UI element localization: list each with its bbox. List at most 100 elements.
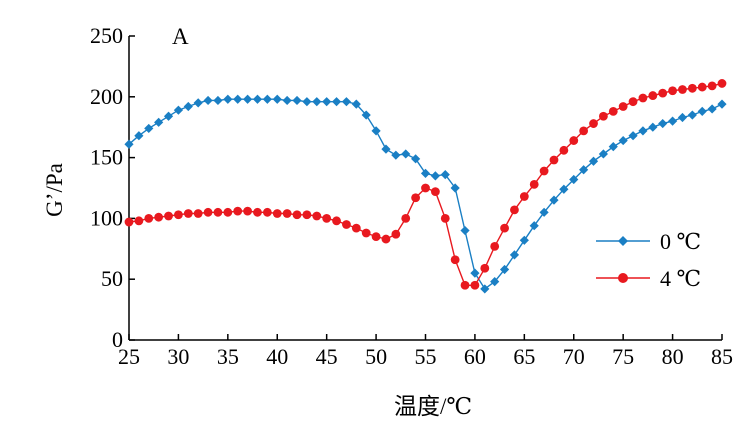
series-2-point — [687, 83, 697, 93]
series-2-point — [282, 209, 292, 218]
series-2-point — [193, 209, 203, 218]
x-tick-label: 40 — [266, 344, 288, 369]
x-ticks: 25 30 35 40 45 50 55 60 65 70 75 80 85 — [118, 334, 733, 369]
series-1-point — [598, 149, 608, 159]
legend: 0 ℃4 ℃ — [596, 229, 701, 291]
series-1-point — [618, 135, 628, 146]
series-2-point — [539, 166, 549, 176]
legend-item: 4 ℃ — [596, 266, 701, 291]
series-1-point — [292, 95, 302, 106]
series-2-point — [658, 88, 668, 98]
series-1-point — [302, 97, 312, 107]
x-tick-label: 85 — [711, 344, 733, 369]
series-1-point — [440, 170, 450, 180]
x-tick-label: 30 — [167, 344, 189, 369]
series-2-point — [183, 209, 193, 218]
series-1-point — [341, 97, 352, 107]
series-1-point — [490, 277, 500, 287]
x-tick-label: 80 — [662, 344, 684, 369]
legend-marker-circle — [618, 273, 628, 283]
series-1-point — [203, 95, 213, 106]
series-2-point — [361, 228, 371, 238]
series-2-point — [154, 212, 164, 222]
y-tick-label: 0 — [112, 327, 123, 352]
series-2-point — [302, 210, 312, 220]
series-1-point — [322, 97, 332, 107]
series-2-point — [707, 81, 717, 91]
series-2-point — [480, 263, 490, 273]
series-2-point — [391, 229, 401, 239]
series-1-point — [371, 126, 381, 136]
series-2-point — [233, 206, 243, 216]
series-1-point — [569, 174, 579, 185]
series-1-point — [243, 94, 253, 104]
series-2-point — [460, 280, 470, 290]
series-1-point — [262, 94, 272, 104]
series-2-point — [559, 145, 569, 155]
panel-label: A — [172, 24, 189, 49]
series-1-point — [509, 250, 520, 260]
series-2-point — [618, 102, 628, 111]
series-1-point — [648, 122, 658, 132]
series-1-point — [391, 150, 401, 160]
y-ticks: 0 50 100 150 200 250 — [90, 23, 135, 352]
x-tick-label: 65 — [513, 344, 535, 369]
series-2-point — [697, 82, 707, 92]
series-1-point — [658, 118, 668, 129]
series-1-point — [549, 195, 559, 205]
series-2-point — [500, 223, 509, 233]
series-2-point — [421, 183, 430, 193]
y-tick-label: 200 — [90, 84, 123, 109]
series-1-point — [638, 126, 648, 136]
series-2-point — [519, 192, 529, 201]
series-2-point — [371, 232, 381, 242]
series-2-point — [717, 79, 727, 88]
series-1-point — [450, 183, 460, 193]
series-2-point — [213, 207, 223, 217]
series-1-point — [282, 95, 292, 106]
series-1-point — [223, 94, 233, 104]
series-2-point — [430, 187, 440, 197]
series-2-point — [490, 241, 500, 251]
series-2-point — [549, 155, 559, 165]
series-1-point — [499, 264, 510, 275]
series-1-point — [559, 184, 569, 194]
series-1-point — [213, 95, 223, 106]
series-2-point — [678, 85, 687, 94]
y-axis-title: G’/Pa — [42, 163, 67, 217]
series-2-point — [450, 255, 460, 265]
series-1-point — [628, 131, 638, 141]
series-2-point — [144, 214, 154, 223]
x-tick-label: 70 — [563, 344, 585, 369]
series-1-point — [470, 268, 480, 278]
series-2-point — [272, 209, 282, 218]
series-2-point — [342, 220, 351, 229]
series-1-point — [361, 110, 371, 120]
series-1-point — [687, 110, 697, 120]
series-2-point — [638, 93, 648, 103]
series-2-point — [134, 216, 144, 226]
series-1-point — [539, 207, 549, 217]
x-tick-label: 60 — [464, 344, 486, 369]
series-2-point — [203, 207, 213, 217]
series-2-point — [648, 91, 658, 100]
y-tick-label: 100 — [90, 205, 123, 230]
series-1-point — [124, 139, 134, 149]
series-2-point — [569, 136, 579, 145]
legend-item: 0 ℃ — [596, 229, 701, 254]
series-1-point — [677, 112, 688, 123]
series-1-point — [579, 165, 589, 175]
series-1-point — [331, 97, 342, 107]
x-tick-label: 55 — [415, 344, 437, 369]
series-2-point — [243, 206, 253, 216]
series-2-point — [529, 179, 539, 189]
series-1-point — [144, 123, 154, 134]
x-tick-label: 25 — [118, 344, 140, 369]
series-1-point — [480, 284, 490, 294]
series-2-point — [292, 210, 302, 220]
series-1-point — [351, 99, 361, 109]
x-axis-title: 温度/℃ — [394, 394, 472, 419]
y-tick-label: 150 — [90, 145, 123, 170]
series-2-point — [470, 280, 480, 290]
